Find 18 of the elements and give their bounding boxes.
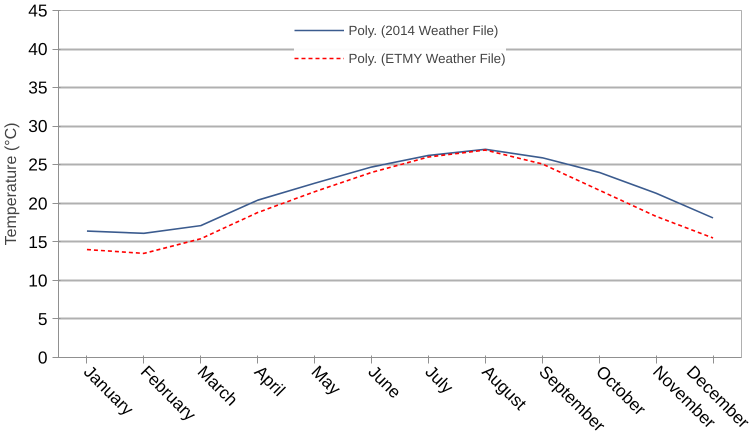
y-axis-title: Temperature (°C) xyxy=(3,122,20,246)
x-tick-label: July xyxy=(421,361,458,398)
y-tick-label: 20 xyxy=(28,193,48,214)
y-tick-label: 40 xyxy=(28,39,48,60)
y-tick-label: 45 xyxy=(28,0,48,20)
line-series xyxy=(86,148,714,234)
y-tick-label: 0 xyxy=(38,348,48,368)
legend-label: Poly. (ETMY Weather File) xyxy=(348,50,506,66)
x-tick-label: May xyxy=(308,361,346,399)
line-series xyxy=(86,149,714,254)
y-tick-label: 15 xyxy=(28,232,48,252)
y-tick-label: 25 xyxy=(28,154,48,175)
legend-label: Poly. (2014 Weather File) xyxy=(348,22,498,38)
y-tick-label: 10 xyxy=(28,270,48,290)
y-tick-label: 30 xyxy=(28,116,48,136)
y-tick-label: 35 xyxy=(28,78,48,98)
x-tick-label: April xyxy=(250,361,290,400)
y-tick-label: 5 xyxy=(38,308,48,329)
